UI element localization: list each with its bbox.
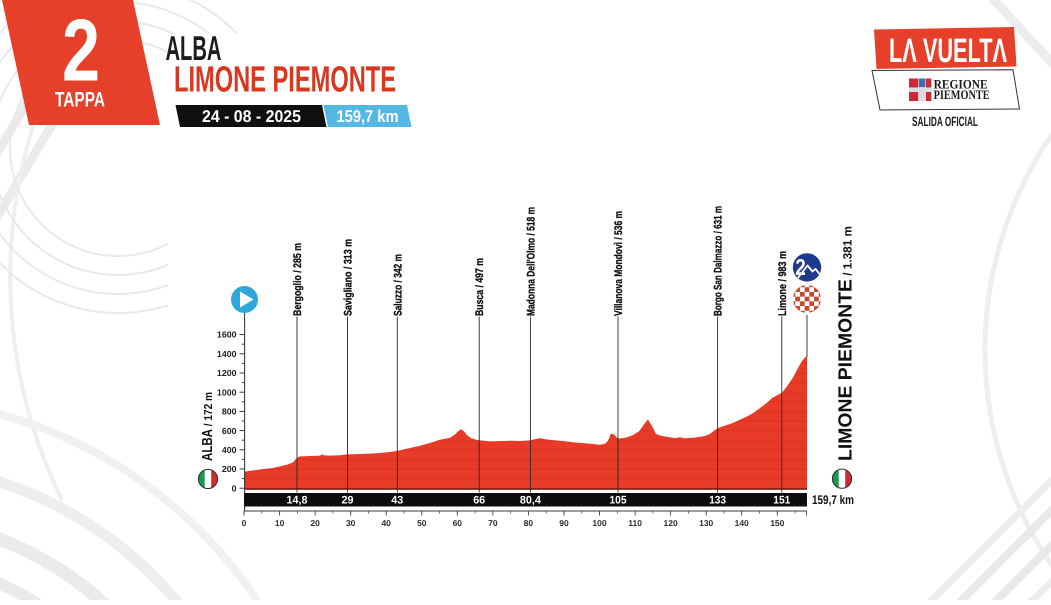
svg-text:80: 80: [524, 518, 534, 528]
svg-text:800: 800: [222, 407, 237, 417]
svg-text:150: 150: [770, 518, 784, 528]
svg-text:133: 133: [709, 495, 726, 507]
svg-text:120: 120: [664, 518, 678, 528]
svg-text:29: 29: [342, 495, 354, 507]
svg-text:24 - 08 - 2025: 24 - 08 - 2025: [202, 107, 301, 126]
svg-text:159,7 km: 159,7 km: [812, 493, 854, 507]
svg-text:40: 40: [381, 518, 391, 528]
svg-text:Busca / 497 m: Busca / 497 m: [474, 258, 486, 316]
svg-text:90: 90: [559, 518, 569, 528]
svg-text:ALBA / 172 m: ALBA / 172 m: [200, 392, 216, 461]
svg-text:100: 100: [592, 518, 606, 528]
svg-text:LΛ VUELTΛ: LΛ VUELTΛ: [889, 32, 1007, 70]
svg-text:60: 60: [453, 518, 463, 528]
svg-text:105: 105: [610, 495, 627, 507]
svg-text:600: 600: [222, 426, 237, 436]
svg-text:2: 2: [62, 1, 100, 100]
svg-text:TAPPA: TAPPA: [55, 89, 105, 112]
svg-text:LIMONE PIEMONTE / 1.381 m: LIMONE PIEMONTE / 1.381 m: [836, 226, 857, 461]
svg-text:2: 2: [795, 254, 806, 280]
svg-text:Borgo San Dalmazzo / 631 m: Borgo San Dalmazzo / 631 m: [713, 206, 725, 316]
svg-text:0: 0: [242, 518, 247, 528]
svg-text:200: 200: [222, 464, 237, 474]
svg-text:30: 30: [346, 518, 356, 528]
svg-text:1200: 1200: [217, 368, 237, 378]
svg-text:80,4: 80,4: [520, 495, 542, 507]
svg-text:20: 20: [310, 518, 320, 528]
svg-text:110: 110: [628, 518, 642, 528]
svg-text:50: 50: [417, 518, 427, 528]
svg-text:130: 130: [699, 518, 713, 528]
svg-text:14,8: 14,8: [287, 495, 308, 507]
svg-text:0: 0: [232, 483, 237, 493]
svg-text:Saluzzo / 342 m: Saluzzo / 342 m: [392, 254, 404, 316]
svg-text:70: 70: [488, 518, 498, 528]
svg-text:10: 10: [275, 518, 285, 528]
svg-text:SALIDA OFICIAL: SALIDA OFICIAL: [912, 114, 978, 129]
svg-text:REGIONE: REGIONE: [934, 76, 988, 91]
svg-text:1000: 1000: [217, 387, 237, 397]
svg-text:140: 140: [735, 518, 749, 528]
svg-text:Villanova Mondovì / 536 m: Villanova Mondovì / 536 m: [613, 211, 625, 316]
svg-text:LIMONE PIEMONTE: LIMONE PIEMONTE: [174, 59, 396, 100]
svg-text:43: 43: [391, 495, 403, 507]
svg-text:1400: 1400: [217, 349, 237, 359]
svg-text:Bergoglio / 285 m: Bergoglio / 285 m: [292, 243, 304, 316]
svg-text:1600: 1600: [217, 330, 237, 340]
svg-text:151: 151: [773, 495, 790, 507]
svg-text:Madonna Dell'Olmo / 518 m: Madonna Dell'Olmo / 518 m: [525, 207, 537, 316]
svg-text:PIEMONTE: PIEMONTE: [934, 87, 990, 102]
svg-text:ALBA: ALBA: [166, 30, 222, 68]
svg-text:Limone / 983 m: Limone / 983 m: [777, 251, 789, 316]
svg-text:66: 66: [473, 495, 485, 507]
svg-text:400: 400: [222, 445, 237, 455]
svg-text:159,7 km: 159,7 km: [337, 107, 399, 126]
svg-text:Savigliano / 313 m: Savigliano / 313 m: [343, 239, 355, 316]
